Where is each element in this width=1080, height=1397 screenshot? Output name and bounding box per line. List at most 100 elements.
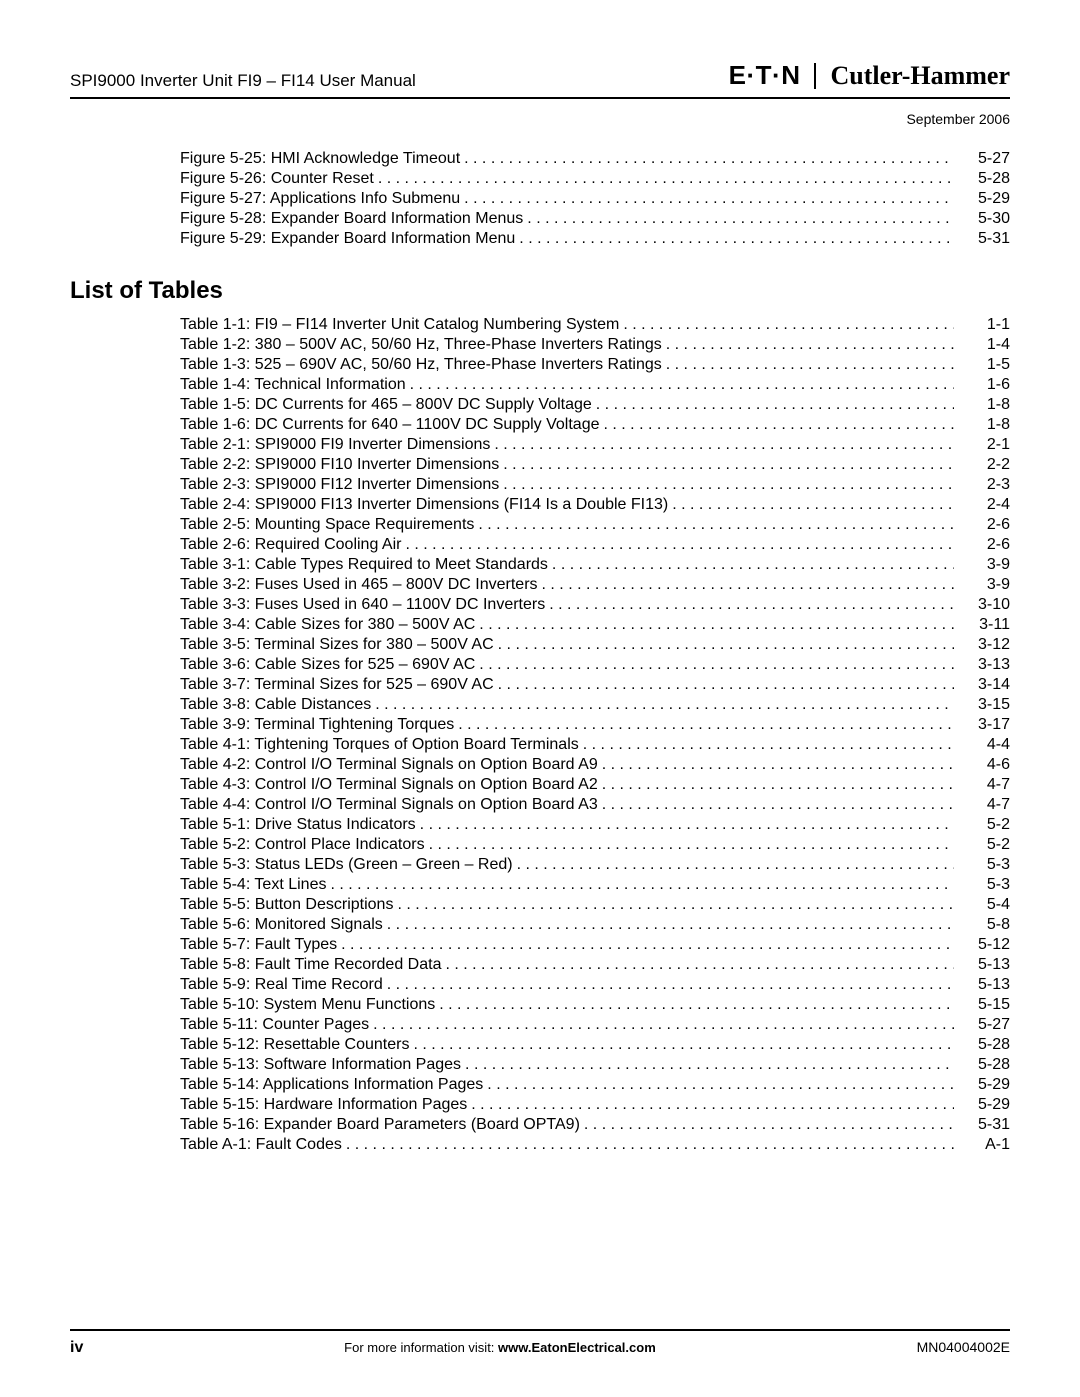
figure-entry-label: Figure 5-28: Expander Board Information … <box>180 209 523 229</box>
table-entry-row: Table 5-3: Status LEDs (Green – Green – … <box>180 855 1010 875</box>
table-entry-page: 2-4 <box>958 495 1010 515</box>
toc-dots <box>503 455 954 475</box>
figure-entry-page: 5-30 <box>958 209 1010 229</box>
table-entry-label: Table 3-1: Cable Types Required to Meet … <box>180 555 548 575</box>
table-entry-page: 4-7 <box>958 775 1010 795</box>
toc-dots <box>602 795 954 815</box>
table-entry-row: Table 1-1: FI9 – FI14 Inverter Unit Cata… <box>180 315 1010 335</box>
table-entry-label: Table 3-3: Fuses Used in 640 – 1100V DC … <box>180 595 545 615</box>
toc-dots <box>498 635 954 655</box>
brand-block: E·T·N Cutler-Hammer <box>729 60 1010 91</box>
page-number: iv <box>70 1339 83 1357</box>
table-entry-row: Table 4-1: Tightening Torques of Option … <box>180 735 1010 755</box>
table-entry-row: Table 5-14: Applications Information Pag… <box>180 1075 1010 1095</box>
toc-dots <box>429 835 954 855</box>
toc-dots <box>527 209 954 229</box>
figure-entry-page: 5-28 <box>958 169 1010 189</box>
toc-dots <box>405 535 954 555</box>
table-entry-row: Table 3-1: Cable Types Required to Meet … <box>180 555 1010 575</box>
table-entry-row: Table 2-6: Required Cooling Air 2-6 <box>180 535 1010 555</box>
table-entry-row: Table 3-4: Cable Sizes for 380 – 500V AC… <box>180 615 1010 635</box>
table-entry-label: Table 1-3: 525 – 690V AC, 50/60 Hz, Thre… <box>180 355 662 375</box>
figure-entry-row: Figure 5-27: Applications Info Submenu 5… <box>180 189 1010 209</box>
toc-dots <box>387 975 954 995</box>
table-entry-label: Table 5-2: Control Place Indicators <box>180 835 425 855</box>
table-entry-label: Table 5-11: Counter Pages <box>180 1015 369 1035</box>
toc-dots <box>413 1035 954 1055</box>
toc-dots <box>604 415 955 435</box>
table-entry-page: 3-9 <box>958 575 1010 595</box>
table-entry-row: Table 1-6: DC Currents for 640 – 1100V D… <box>180 415 1010 435</box>
table-entry-row: Table 1-4: Technical Information 1-6 <box>180 375 1010 395</box>
figure-entry-row: Figure 5-25: HMI Acknowledge Timeout 5-2… <box>180 149 1010 169</box>
table-entry-page: 4-7 <box>958 795 1010 815</box>
table-entry-row: Table 5-12: Resettable Counters 5-28 <box>180 1035 1010 1055</box>
toc-dots <box>471 1095 954 1115</box>
toc-dots <box>503 475 954 495</box>
table-entry-row: Table 1-3: 525 – 690V AC, 50/60 Hz, Thre… <box>180 355 1010 375</box>
table-entry-label: Table 1-1: FI9 – FI14 Inverter Unit Cata… <box>180 315 619 335</box>
toc-dots <box>666 355 954 375</box>
toc-dots <box>596 395 954 415</box>
toc-dots <box>583 735 954 755</box>
toc-dots <box>464 189 954 209</box>
table-entry-label: Table 3-2: Fuses Used in 465 – 800V DC I… <box>180 575 538 595</box>
table-entry-label: Table 2-5: Mounting Space Requirements <box>180 515 474 535</box>
toc-dots <box>672 495 954 515</box>
toc-dots <box>517 855 954 875</box>
table-entry-row: Table 3-7: Terminal Sizes for 525 – 690V… <box>180 675 1010 695</box>
table-entry-page: 3-11 <box>958 615 1010 635</box>
table-entry-label: Table 1-5: DC Currents for 465 – 800V DC… <box>180 395 592 415</box>
table-entry-row: Table 2-5: Mounting Space Requirements 2… <box>180 515 1010 535</box>
table-entry-label: Table 2-3: SPI9000 FI12 Inverter Dimensi… <box>180 475 499 495</box>
page: SPI9000 Inverter Unit FI9 – FI14 User Ma… <box>0 0 1080 1397</box>
table-entry-label: Table 3-8: Cable Distances <box>180 695 371 715</box>
figure-entry-page: 5-31 <box>958 229 1010 249</box>
table-entry-label: Table 4-2: Control I/O Terminal Signals … <box>180 755 598 775</box>
figure-entry-row: Figure 5-29: Expander Board Information … <box>180 229 1010 249</box>
figure-entry-label: Figure 5-26: Counter Reset <box>180 169 374 189</box>
table-entry-page: 5-15 <box>958 995 1010 1015</box>
table-entry-page: 5-3 <box>958 855 1010 875</box>
toc-dots <box>602 775 954 795</box>
table-entry-row: Table 3-6: Cable Sizes for 525 – 690V AC… <box>180 655 1010 675</box>
figure-entry-label: Figure 5-27: Applications Info Submenu <box>180 189 460 209</box>
table-entry-row: Table 5-15: Hardware Information Pages 5… <box>180 1095 1010 1115</box>
figure-entry-label: Figure 5-25: HMI Acknowledge Timeout <box>180 149 460 169</box>
table-entry-page: 3-10 <box>958 595 1010 615</box>
table-entry-page: 3-12 <box>958 635 1010 655</box>
toc-dots <box>602 755 954 775</box>
table-entry-label: Table 2-4: SPI9000 FI13 Inverter Dimensi… <box>180 495 668 515</box>
toc-dots <box>498 675 954 695</box>
table-entry-page: 5-13 <box>958 955 1010 975</box>
toc-dots <box>479 615 954 635</box>
toc-dots <box>341 935 954 955</box>
table-entry-row: Table 5-16: Expander Board Parameters (B… <box>180 1115 1010 1135</box>
table-entry-label: Table 5-9: Real Time Record <box>180 975 383 995</box>
table-entry-page: 5-28 <box>958 1035 1010 1055</box>
table-entry-row: Table 5-1: Drive Status Indicators 5-2 <box>180 815 1010 835</box>
table-entry-row: Table 5-2: Control Place Indicators 5-2 <box>180 835 1010 855</box>
table-entry-label: Table 4-1: Tightening Torques of Option … <box>180 735 579 755</box>
table-entry-page: 5-27 <box>958 1015 1010 1035</box>
toc-dots <box>519 229 954 249</box>
toc-dots <box>458 715 954 735</box>
table-entry-page: 5-3 <box>958 875 1010 895</box>
toc-dots <box>494 435 954 455</box>
toc-dots <box>346 1135 954 1155</box>
cutler-hammer-logo: Cutler-Hammer <box>830 61 1010 91</box>
toc-dots <box>330 875 954 895</box>
toc-dots <box>420 815 954 835</box>
table-entry-row: Table A-1: Fault Codes A-1 <box>180 1135 1010 1155</box>
footer-center-prefix: For more information visit: <box>344 1340 498 1355</box>
table-entry-label: Table 3-4: Cable Sizes for 380 – 500V AC <box>180 615 475 635</box>
table-entry-row: Table 3-9: Terminal Tightening Torques 3… <box>180 715 1010 735</box>
toc-dots <box>387 915 954 935</box>
table-entry-row: Table 3-5: Terminal Sizes for 380 – 500V… <box>180 635 1010 655</box>
table-entry-row: Table 1-5: DC Currents for 465 – 800V DC… <box>180 395 1010 415</box>
table-entry-page: 5-8 <box>958 915 1010 935</box>
brand-divider <box>814 63 816 89</box>
eaton-logo: E·T·N <box>729 60 801 91</box>
toc-dots <box>439 995 954 1015</box>
table-entry-label: Table 5-5: Button Descriptions <box>180 895 393 915</box>
